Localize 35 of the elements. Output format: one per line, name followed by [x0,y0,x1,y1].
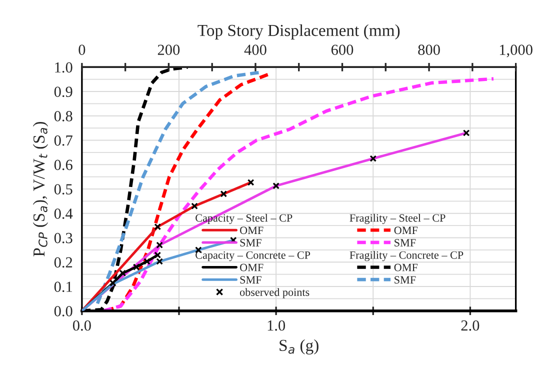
x2-tick-label: 0 [78,44,86,55]
legend-label: SMF [240,276,262,284]
x2-tick-label: 600 [331,44,354,55]
x2-tick-label: 1,000 [500,44,532,58]
text: P$_{CP}$ (S$_{a}$), V/W$_{t}$ (S$_{a}$) [32,122,48,256]
y-tick-label: 0.8 [54,111,72,122]
y-tick-label: 0.3 [54,232,72,244]
legend-label: SMF [394,276,416,284]
legend-label: SMF [240,239,262,246]
x-tick-label: 1.0 [268,320,286,331]
y-tick-label: 0.9 [54,86,72,98]
x2-tick-label: 200 [158,44,180,55]
annotation: Capacity – Concrete – CP [196,251,310,262]
legend-label: OMF [240,264,264,272]
y-tick-label: 0.2 [54,257,72,268]
x-tick-label: 0.0 [72,320,91,331]
y-tick-label: 0.0 [54,306,72,316]
y-tick-label: 0.7 [54,135,72,146]
legend-label: OMF [394,264,418,272]
annotation: Fragility – Concrete – CP [350,251,464,262]
annotation: Fragility – Steel – CP [350,214,446,224]
x-axis-title: S$_{a}$ (g) [280,339,318,354]
x2-tick-label: 400 [244,44,266,55]
y-tick-label: 0.4 [54,208,73,219]
x2-axis-title: Top Story Displacement (mm) [198,24,400,40]
legend-label: OMF [240,226,264,234]
y-tick-label: 0.6 [54,160,72,170]
y-tick-label: 0.5 [54,184,72,195]
y-tick-label: 1.0 [55,62,72,73]
legend-label: observed points [240,288,310,298]
x-tick-label: 2.0 [461,320,480,331]
y-tick-label: 0.1 [54,282,72,292]
x2-tick-label: 800 [418,44,440,55]
legend-label: OMF [394,226,418,234]
legend-label: SMF [394,239,416,246]
